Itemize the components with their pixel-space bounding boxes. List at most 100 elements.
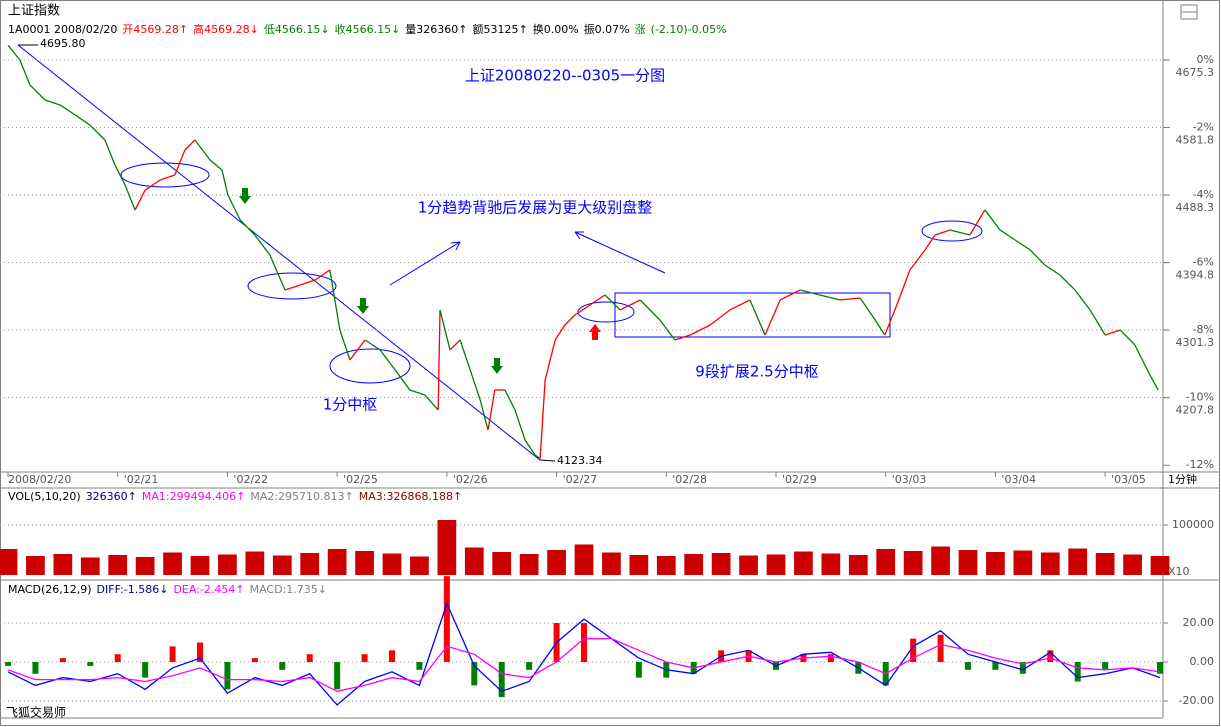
price-segment <box>424 394 439 411</box>
price-segment <box>184 139 196 151</box>
price-segment <box>59 104 76 116</box>
volume-bar <box>656 556 676 575</box>
volume-bar <box>1123 554 1142 575</box>
chart-title: 上证20080220--0305一分图 <box>465 67 665 85</box>
macd-bar <box>142 662 149 678</box>
volume-bar <box>547 550 566 575</box>
x-tick-label: '02/26 <box>453 473 488 486</box>
price-segment <box>504 389 516 411</box>
price-segment <box>209 159 223 171</box>
volume-bar <box>1150 556 1170 575</box>
price-segment <box>221 169 229 196</box>
x-tick-label: '02/29 <box>782 473 817 486</box>
info-item: 收4566.15↓ <box>335 22 401 36</box>
pivot-ellipse <box>247 272 337 300</box>
info-item: MA2:295710.813↑ <box>250 490 353 503</box>
price-segment <box>339 329 351 361</box>
price-segment <box>709 309 731 326</box>
y2-tick-label: -12% <box>1186 458 1214 471</box>
x-tick-label: '03/03 <box>892 473 927 486</box>
y2-tick-label: -8% <box>1193 323 1214 336</box>
price-segment <box>544 339 556 381</box>
price-segment <box>639 299 661 321</box>
pivot-ellipse <box>921 220 983 242</box>
price-segment <box>874 319 886 336</box>
y2-tick-label: -10% <box>1186 391 1214 404</box>
price-segment <box>534 454 541 460</box>
y2-tick-label: 0% <box>1197 53 1214 66</box>
price-segment <box>999 229 1016 241</box>
price-segment <box>819 294 841 301</box>
volume-bar <box>135 557 155 575</box>
y-tick-label: 4488.3 <box>1176 201 1215 214</box>
y-tick-label: 4675.3 <box>1176 66 1215 79</box>
macd-bar <box>169 646 176 663</box>
price-segment <box>479 399 489 431</box>
macd-bar <box>416 662 423 670</box>
y2-tick-label: -6% <box>1193 256 1214 269</box>
price-segment <box>194 139 211 161</box>
macd-bar <box>581 623 587 663</box>
info-item: 开4569.28↑ <box>122 23 188 36</box>
info-item: 1A0001 2008/02/20 <box>8 23 117 36</box>
info-item: MA1:299494.406↑ <box>142 490 245 503</box>
down-arrow-marker <box>491 358 503 374</box>
volume-bar <box>464 547 484 575</box>
price-segment <box>74 114 91 126</box>
price-segment <box>144 179 161 191</box>
x-tick-label: '02/27 <box>563 473 598 486</box>
macd-bar <box>197 642 203 663</box>
volume-bar <box>1068 548 1088 575</box>
price-segment <box>299 279 316 286</box>
arrow <box>574 231 666 274</box>
info-line: 1A0001 2008/02/20 开4569.28↑ 高4569.28↓ 低4566… <box>8 22 727 36</box>
macd-bar <box>965 662 971 670</box>
macd-bar <box>279 662 286 670</box>
price-segment <box>379 349 396 371</box>
volume-bar <box>958 550 978 575</box>
price-segment <box>554 324 566 341</box>
macd-bar <box>224 662 231 690</box>
price-segment <box>104 139 116 166</box>
macd-bar <box>992 662 999 670</box>
price-segment <box>364 339 381 351</box>
volume-bar <box>437 520 457 575</box>
price-segment <box>1104 329 1121 336</box>
macd-bar <box>1074 662 1081 682</box>
volume-bar <box>108 555 128 575</box>
info-item: VOL(5,10,20) <box>8 490 81 503</box>
volume-bar <box>739 555 758 575</box>
volume-bar <box>355 551 374 575</box>
price-segment <box>1029 249 1046 266</box>
price-segment <box>254 234 271 256</box>
volume-bar <box>272 555 292 575</box>
annotation: 9段扩展2.5分中枢 <box>695 363 818 381</box>
arrow <box>389 241 461 286</box>
diff-line <box>7 601 1161 706</box>
x-tick-label: 2008/02/20 <box>8 473 71 486</box>
price-segment <box>839 297 861 301</box>
window-title: 上证指数 <box>8 4 60 19</box>
macd-bar <box>1047 650 1054 663</box>
price-segment <box>329 269 341 331</box>
pivot-ellipse <box>120 162 210 188</box>
volume-bar <box>766 554 786 575</box>
x-tick-label: '02/28 <box>672 473 707 486</box>
macd-bar <box>87 662 94 666</box>
volume-bar <box>794 551 813 575</box>
volume-bar <box>26 556 45 575</box>
volume-bar <box>629 555 649 575</box>
y-tick-label: 0.00 <box>1190 655 1215 668</box>
price-segment <box>7 44 21 61</box>
pivot-box <box>614 292 891 338</box>
min-leader <box>539 459 556 462</box>
price-segment <box>349 339 366 361</box>
price-segment <box>589 294 606 306</box>
annotation: 1分趋势背驰后发展为更大级别盘整 <box>418 199 653 217</box>
price-segment <box>800 289 821 296</box>
volume-bar <box>602 552 621 575</box>
down-arrow-marker <box>357 298 369 314</box>
y-tick-label: 4301.3 <box>1176 336 1215 349</box>
info-item: 额53125↑ <box>473 23 528 36</box>
y-tick-label: -20.00 <box>1179 694 1214 707</box>
